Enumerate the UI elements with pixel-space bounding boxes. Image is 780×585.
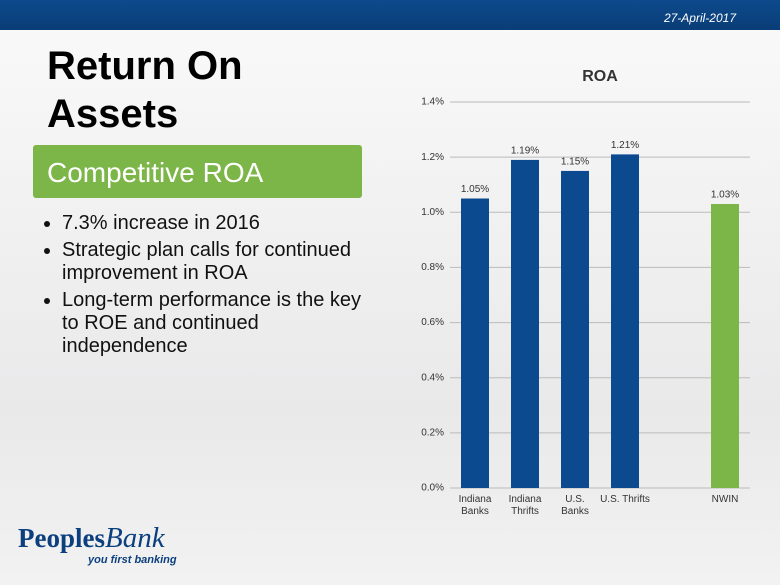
top-bar: 27-April-2017 xyxy=(0,0,780,30)
logo-tagline: you first banking xyxy=(88,554,177,566)
bar xyxy=(711,204,739,488)
chart-title: ROA xyxy=(582,68,618,85)
x-tick-label: Indiana Thrifts xyxy=(508,494,542,517)
bullet: Strategic plan calls for continued impro… xyxy=(62,239,382,285)
y-tick-label: 0.8% xyxy=(421,262,444,273)
value-label: 1.19% xyxy=(511,146,539,157)
subtitle-box: Competitive ROA xyxy=(33,145,362,198)
chart-area: ROA 0.0% 0.2% 0.4% 0.6% 0.8% 1.0% 1.2% 1.4% 1.05… xyxy=(400,60,780,530)
y-tick-label: 0.0% xyxy=(421,483,444,494)
x-tick-label: Indiana Banks xyxy=(458,494,492,517)
logo-script: Bank xyxy=(105,522,165,554)
value-label: 1.03% xyxy=(711,190,739,201)
value-label: 1.21% xyxy=(611,140,639,151)
y-tick-label: 1.4% xyxy=(421,97,444,108)
y-tick-label: 1.0% xyxy=(421,207,444,218)
bar xyxy=(561,170,589,488)
x-tick-label: NWIN xyxy=(711,494,739,505)
bullet-list: 7.3% increase in 2016 Strategic plan call… xyxy=(28,212,382,362)
bullet: Long-term performance is the key to ROE … xyxy=(62,289,382,358)
value-label: 1.15% xyxy=(561,157,589,168)
chart: ROA 0.0% 0.2% 0.4% 0.6% 0.8% 1.0% 1.2% 1.4% 1.05… xyxy=(421,68,750,494)
y-tick-label: 0.4% xyxy=(421,372,444,383)
x-tick-label: U.S. Banks xyxy=(561,494,589,517)
bar xyxy=(611,154,639,488)
y-tick-label: 1.2% xyxy=(421,152,444,163)
bullet: 7.3% increase in 2016 xyxy=(62,212,382,235)
y-tick-label: 0.2% xyxy=(421,427,444,438)
y-tick-label: 0.6% xyxy=(421,317,444,328)
logo-name: Peoples xyxy=(18,523,105,553)
bar xyxy=(461,198,489,488)
value-label: 1.05% xyxy=(461,184,489,195)
bar xyxy=(511,159,539,488)
logo: PeoplesBank you first banking xyxy=(18,522,177,566)
date: 27-April-2017 xyxy=(663,11,736,25)
slide-title: Return On Assets xyxy=(47,44,243,136)
x-tick-label: U.S. Thrifts xyxy=(600,494,650,505)
